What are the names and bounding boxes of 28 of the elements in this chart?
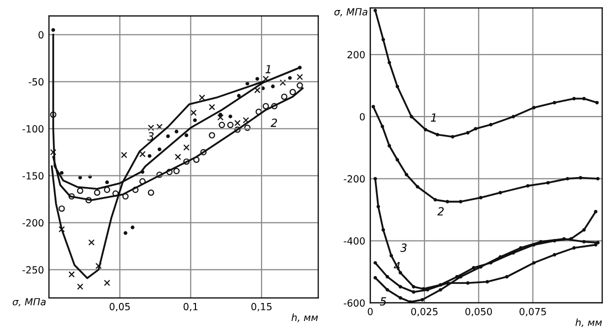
y-tick-label: -150 [22,172,44,180]
y-tick-label: 200 [348,50,365,58]
y-tick-label: 0 [360,113,365,120]
y-tick-label: 0 [38,31,44,39]
y-tick-label: -200 [344,175,365,183]
x-axis-title: h, мм [576,318,602,328]
x-tick-label: 0 [368,308,373,316]
y-tick-label: -50 [28,78,44,86]
x-tick-label: 0,050 [465,308,492,316]
annotation: 1 [266,65,270,74]
annotation: 1 [430,113,436,122]
x-tick-label: 0,15 [251,302,272,312]
annotation: 2 [270,118,277,127]
x-tick-label: 0,1 [184,302,198,312]
annotation: 2 [437,207,444,216]
x-tick-label: 0,075 [520,308,546,316]
x-tick-label: 0,05 [110,302,130,312]
x-axis-title: h, мм [292,314,318,322]
x-tick-label: 0,025 [411,308,438,316]
y-tick-label: -200 [22,219,44,227]
annotation: 3 [147,132,154,141]
y-axis-title: σ, МПа [334,8,368,16]
y-tick-label: -250 [22,266,44,274]
annotation: 3 [400,244,407,252]
y-tick-label: -600 [344,299,365,307]
y-axis-title: σ, МПа [12,298,46,306]
y-tick-label: -100 [22,125,44,133]
y-tick-label: -400 [344,237,365,245]
